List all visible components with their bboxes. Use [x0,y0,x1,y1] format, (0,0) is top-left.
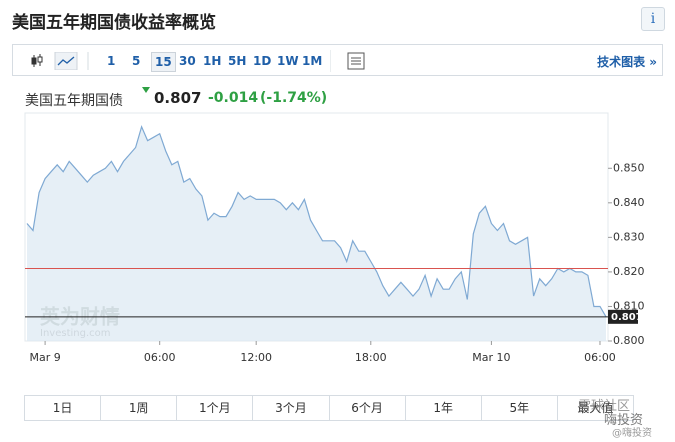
overlay-text: 雪球社区 [578,399,631,414]
x-tick-label: 06:00 [584,351,616,364]
last-value-box [608,309,638,324]
x-tick-label: Mar 10 [472,351,510,364]
title: 美国五年期国债收益率概览 [12,13,216,33]
quote-change: -0.014 [208,90,259,106]
period-button[interactable]: 5年 [482,396,558,420]
x-tick-label: 18:00 [355,351,387,364]
period-button[interactable]: 1日 [25,396,102,420]
y-tick-label: 0.810 [613,299,645,312]
chart: 0.800 0.810 0.820 0.830 0.840 0.850 Mar 9 06:00… [24,112,645,364]
line [26,125,607,318]
interval-button[interactable]: 30 [179,54,196,68]
interval-button[interactable]: 1 [107,54,116,68]
down-arrow [142,87,150,93]
toolbar [12,44,663,76]
interval-button[interactable]: 1D [253,54,272,68]
x-tick-label: 06:00 [144,351,176,364]
interval-button[interactable]: 5 [132,54,141,68]
period-button[interactable]: 1个月 [177,396,254,420]
period-button[interactable]: 6个月 [330,396,406,420]
x-tick-label: Mar 9 [29,351,60,364]
quote-name: 美国五年期国债 [25,93,123,109]
period-button[interactable]: 1周 [101,396,178,420]
y-tick-label: 0.840 [613,196,645,209]
interval-button[interactable]: 1W [277,54,299,68]
chart-type-icons[interactable] [30,52,90,70]
y-tick-label: 0.850 [613,161,645,174]
y-tick-label: 0.830 [613,230,645,243]
last-value-label: 0.807 [611,312,643,323]
y-tick-label: 0.820 [613,265,645,278]
period-bar: 1日 1周 1个月 3个月 6个月 1年 5年 最大值 [24,395,634,421]
period-button[interactable]: 1年 [406,396,482,420]
info-button[interactable]: i [641,7,665,31]
overlay-text: @嗨投资 [612,428,652,439]
y-tick-label: 0.800 [613,334,645,347]
interval-button[interactable]: 15 [151,52,176,72]
x-tick-label: 12:00 [240,351,272,364]
period-button[interactable]: 3个月 [253,396,330,420]
area [27,126,606,341]
interval-button[interactable]: 5H [228,54,247,68]
interval-button[interactable]: 1M [302,54,323,68]
quote-change-pct: (-1.74%) [260,90,328,106]
overlay-text: 嗨投资 [604,413,644,428]
quote-price: 0.807 [154,89,202,107]
tech-chart-link[interactable]: 技术图表 » [597,55,657,69]
interval-button[interactable]: 1H [203,54,222,68]
settings-icon[interactable] [330,50,370,72]
period-button[interactable]: 最大值 [577,401,614,415]
